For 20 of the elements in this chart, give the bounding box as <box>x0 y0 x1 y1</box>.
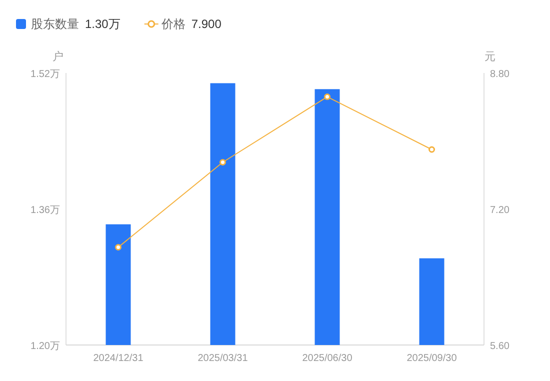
y-axis-title: 户 <box>52 50 64 63</box>
y2-tick-label: 5.60 <box>490 341 510 352</box>
point <box>428 146 435 153</box>
y-tick-label: 1.36万 <box>30 205 60 216</box>
y-tick-label: 1.20万 <box>30 341 60 352</box>
y2-tick-label: 8.80 <box>490 69 510 80</box>
text: 7.900 <box>191 17 222 31</box>
legend-label: 股东数量 <box>31 17 79 31</box>
x-tick-label: 2025/03/31 <box>198 353 248 364</box>
legend-label: 价格 <box>160 17 186 31</box>
y2-tick-label: 7.20 <box>490 205 510 216</box>
x-tick-label: 2025/06/30 <box>302 353 353 364</box>
point <box>115 244 122 250</box>
x-tick-label: 2025/09/30 <box>406 353 458 364</box>
y-tick-label: 1.52万 <box>30 69 60 80</box>
point <box>324 94 330 100</box>
text: 1.30万 <box>85 17 120 31</box>
point <box>220 159 226 166</box>
x-tick-label: 2024/12/31 <box>93 353 144 364</box>
y2-axis-title: 元 <box>484 51 496 63</box>
